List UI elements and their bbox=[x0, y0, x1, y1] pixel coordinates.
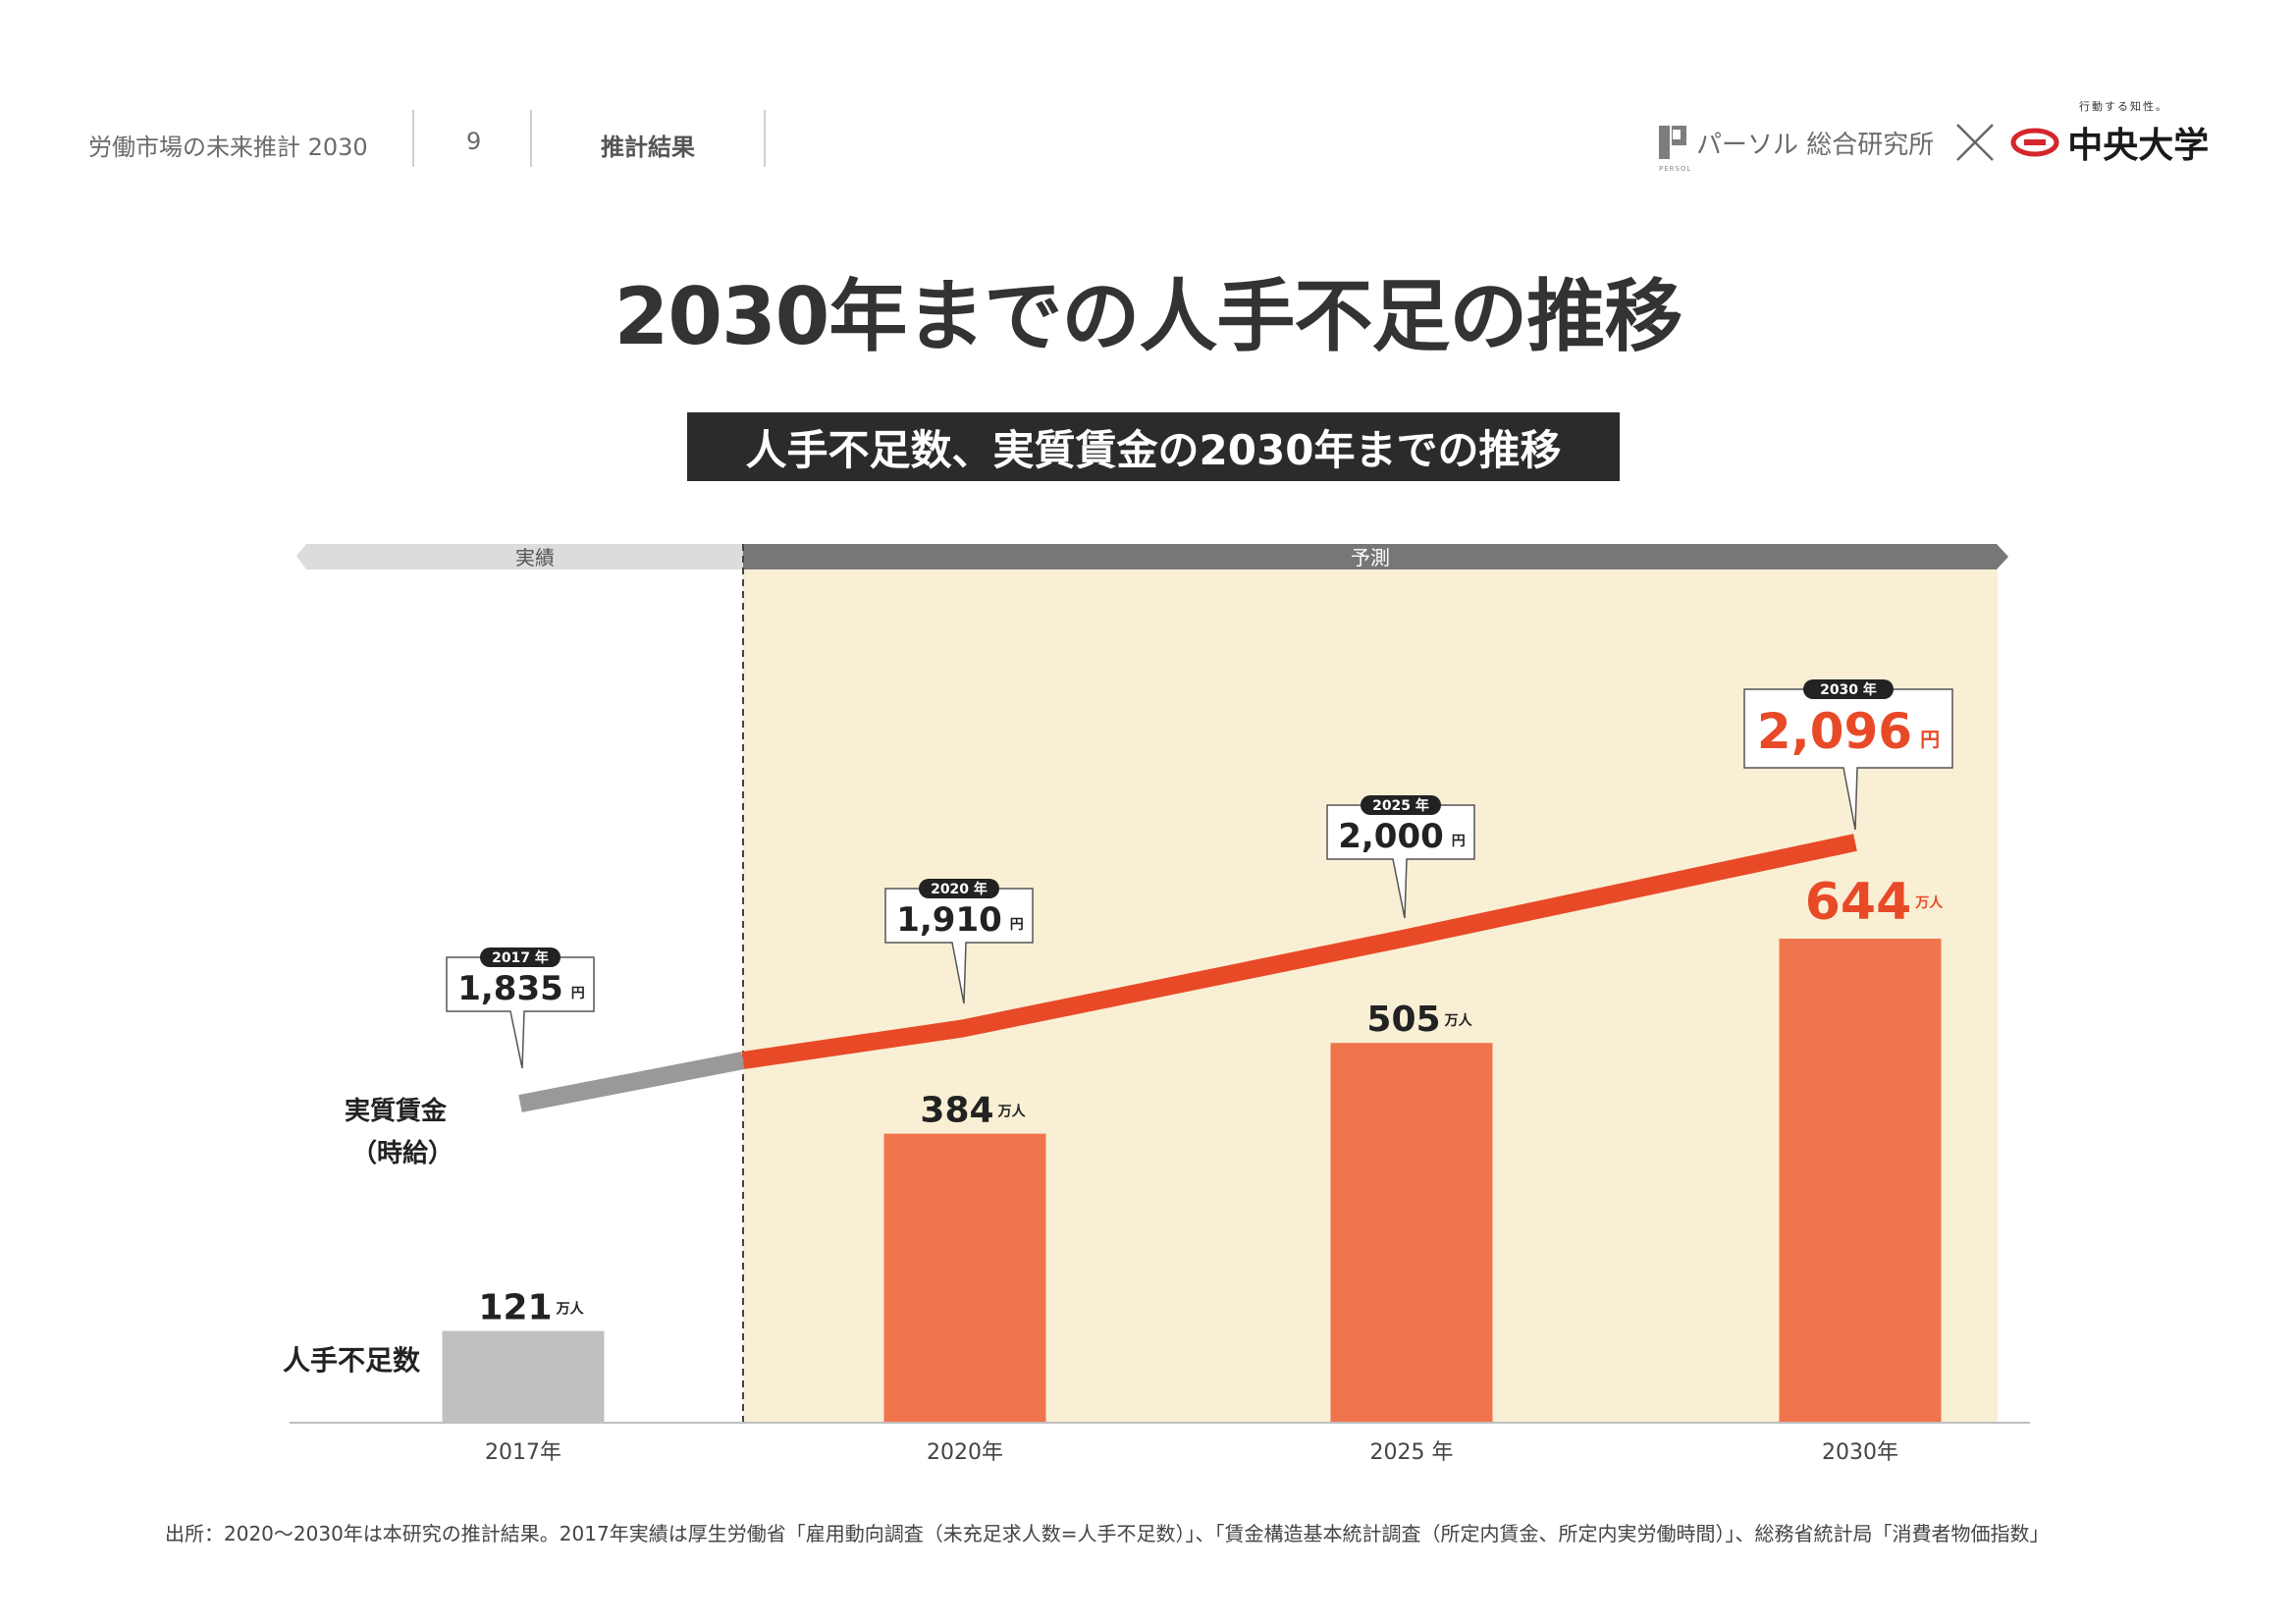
wage-callout-unit: 円 bbox=[571, 986, 585, 1001]
shortage-bar-value-label: 505 bbox=[1366, 1000, 1440, 1040]
wage-callout-year: 2017 年 bbox=[492, 949, 549, 966]
wage-callout-value: 1,835 bbox=[457, 969, 563, 1008]
period-arrow-forecast bbox=[743, 544, 2008, 569]
wage-callout-box bbox=[1326, 804, 1475, 919]
wage-callout-year: 2025 年 bbox=[1372, 797, 1429, 814]
shortage-bar-value-label: 121 bbox=[478, 1288, 552, 1328]
wage-callout-year: 2020 年 bbox=[931, 881, 988, 897]
wage-callout-unit: 円 bbox=[1010, 917, 1024, 933]
chuo-university-logo-text: 中央大学 bbox=[2067, 126, 2210, 166]
wage-callout-value: 1,910 bbox=[896, 900, 1002, 940]
wage-callout-year-pill bbox=[480, 947, 561, 967]
shortage-bar bbox=[883, 1133, 1046, 1422]
x-tick-label: 2020年 bbox=[927, 1440, 1003, 1465]
wage-series-sublabel: （時給） bbox=[351, 1138, 454, 1168]
shortage-series-label: 人手不足数 bbox=[283, 1344, 421, 1377]
shortage-bar bbox=[442, 1330, 605, 1422]
period-arrow-actual bbox=[296, 544, 743, 569]
header-divider bbox=[530, 110, 532, 167]
source-note: 出所：2020〜2030年は本研究の推計結果。2017年実績は厚生労働省「雇用動… bbox=[165, 1522, 2050, 1545]
wage-callout-year-pill bbox=[919, 879, 999, 898]
page-number: 9 bbox=[466, 128, 482, 155]
persol-logo-icon: PERSOL bbox=[1659, 126, 1690, 173]
wage-callout-box bbox=[446, 956, 595, 1069]
wage-callout-box bbox=[1743, 688, 1953, 831]
logo-group: PERSOL パーソル 総合研究所 中央大学 bbox=[1659, 113, 2210, 173]
header-divider bbox=[764, 110, 766, 167]
wage-callout-year-pill bbox=[1361, 795, 1441, 815]
shortage-bar bbox=[1779, 939, 1942, 1422]
wage-callout-year: 2030 年 bbox=[1820, 681, 1877, 698]
wage-callout-unit: 円 bbox=[1452, 834, 1466, 849]
persol-logo-text: パーソル 総合研究所 bbox=[1696, 130, 1935, 160]
wage-callout-value: 2,000 bbox=[1338, 817, 1444, 856]
wage-callout-box bbox=[884, 888, 1034, 1004]
chuo-university-emblem-icon bbox=[2010, 128, 2059, 157]
x-tick-label: 2017年 bbox=[485, 1440, 561, 1465]
shortage-bar-value-label: 384 bbox=[920, 1091, 993, 1131]
shortage-bar bbox=[1330, 1043, 1493, 1422]
wage-series-label: 実質賃金 bbox=[345, 1096, 448, 1126]
header-divider bbox=[412, 110, 414, 167]
period-label-actual: 実績 bbox=[515, 546, 555, 569]
shortage-bar-unit-label: 万人 bbox=[1444, 1012, 1473, 1029]
x-tick-label: 2025 年 bbox=[1370, 1440, 1454, 1465]
section-label: 推計結果 bbox=[601, 134, 695, 161]
period-label-forecast: 予測 bbox=[1351, 546, 1390, 569]
shortage-bar-unit-label: 万人 bbox=[1914, 894, 1944, 911]
chuo-tagline: 行動する知性。 bbox=[2079, 100, 2168, 113]
chart-subtitle: 人手不足数、実質賃金の2030年までの推移 bbox=[687, 412, 1620, 481]
collaboration-cross-icon bbox=[1956, 124, 1995, 161]
wage-callout-year-pill bbox=[1803, 679, 1894, 699]
wage-line-forecast bbox=[741, 834, 1857, 1069]
wage-line-actual bbox=[518, 1052, 745, 1112]
shortage-bar-unit-label: 万人 bbox=[556, 1301, 585, 1318]
wage-callout-unit: 円 bbox=[1920, 728, 1940, 751]
shortage-bar-value-label: 644 bbox=[1805, 873, 1912, 932]
x-tick-label: 2030年 bbox=[1822, 1440, 1898, 1465]
page-title: 2030年までの人手不足の推移 bbox=[614, 271, 1683, 362]
shortage-bar-unit-label: 万人 bbox=[997, 1104, 1027, 1120]
wage-callout-value: 2,096 bbox=[1757, 703, 1912, 760]
persol-logo-subtext: PERSOL bbox=[1659, 165, 1692, 173]
doc-title: 労働市場の未来推計 2030 bbox=[88, 134, 368, 161]
